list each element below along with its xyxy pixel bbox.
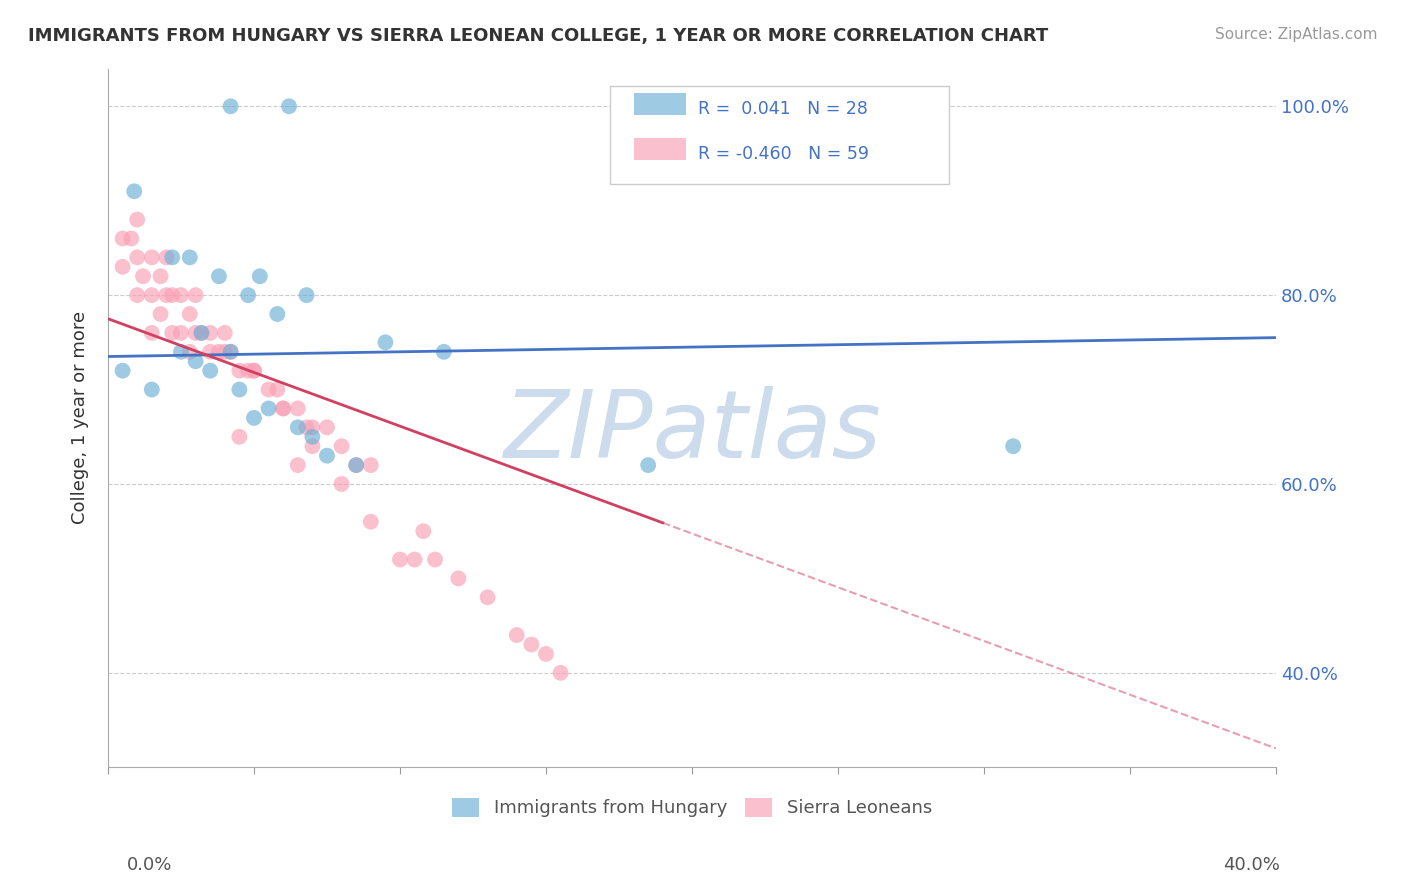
Point <box>506 628 529 642</box>
Point <box>149 307 172 321</box>
Point <box>214 344 236 359</box>
Point <box>287 401 309 416</box>
Point <box>295 288 318 302</box>
Point <box>160 326 183 340</box>
Text: R =  0.041   N = 28: R = 0.041 N = 28 <box>697 101 868 119</box>
Point <box>111 231 134 245</box>
Point <box>249 269 271 284</box>
Point <box>190 326 212 340</box>
Point <box>278 99 301 113</box>
Point <box>360 458 382 472</box>
Point <box>198 344 221 359</box>
Point <box>243 364 266 378</box>
Point <box>412 524 434 539</box>
Point <box>1002 439 1025 453</box>
Point <box>208 269 231 284</box>
Point <box>316 449 339 463</box>
Bar <box>634 138 686 160</box>
Point <box>236 364 259 378</box>
Point <box>141 326 163 340</box>
Point <box>141 383 163 397</box>
Point <box>534 647 557 661</box>
Point <box>266 307 288 321</box>
Point <box>155 251 177 265</box>
Point <box>170 326 193 340</box>
Point <box>550 665 572 680</box>
Point <box>184 326 207 340</box>
Point <box>190 326 212 340</box>
Point <box>330 439 353 453</box>
Point <box>301 420 323 434</box>
Point <box>160 288 183 302</box>
Point <box>228 364 250 378</box>
FancyBboxPatch shape <box>610 86 949 184</box>
Point <box>637 458 659 472</box>
Point <box>271 401 294 416</box>
Point <box>219 99 242 113</box>
Point <box>447 571 470 585</box>
Point <box>374 335 396 350</box>
Point <box>160 251 183 265</box>
Point <box>344 458 367 472</box>
Point <box>127 251 149 265</box>
Point <box>477 591 499 605</box>
Point <box>122 184 145 198</box>
Y-axis label: College, 1 year or more: College, 1 year or more <box>72 311 89 524</box>
Point <box>155 288 177 302</box>
Point <box>111 260 134 274</box>
Point <box>236 288 259 302</box>
Point <box>179 344 201 359</box>
Legend: Immigrants from Hungary, Sierra Leoneans: Immigrants from Hungary, Sierra Leoneans <box>444 791 939 824</box>
Point <box>301 430 323 444</box>
Point <box>266 383 288 397</box>
Point <box>149 269 172 284</box>
Point <box>127 288 149 302</box>
Point <box>127 212 149 227</box>
Point <box>287 420 309 434</box>
Point <box>179 307 201 321</box>
Point <box>316 420 339 434</box>
Point <box>243 364 266 378</box>
Point <box>360 515 382 529</box>
Text: IMMIGRANTS FROM HUNGARY VS SIERRA LEONEAN COLLEGE, 1 YEAR OR MORE CORRELATION CH: IMMIGRANTS FROM HUNGARY VS SIERRA LEONEA… <box>28 27 1049 45</box>
Point <box>257 383 280 397</box>
Text: 0.0%: 0.0% <box>127 855 172 873</box>
Point <box>111 364 134 378</box>
Point <box>330 477 353 491</box>
Point <box>257 401 280 416</box>
Point <box>198 364 221 378</box>
Point <box>520 638 543 652</box>
Point <box>141 288 163 302</box>
Point <box>433 344 456 359</box>
Text: Source: ZipAtlas.com: Source: ZipAtlas.com <box>1215 27 1378 42</box>
Point <box>219 344 242 359</box>
Text: ZIPatlas: ZIPatlas <box>503 386 882 477</box>
Point <box>344 458 367 472</box>
Point <box>141 251 163 265</box>
Point <box>198 326 221 340</box>
Point <box>423 552 446 566</box>
Point <box>179 251 201 265</box>
Point <box>295 420 318 434</box>
Point <box>228 430 250 444</box>
Point <box>388 552 411 566</box>
Point <box>132 269 155 284</box>
Point <box>243 410 266 425</box>
Point <box>228 383 250 397</box>
Point <box>208 344 231 359</box>
Point <box>120 231 142 245</box>
Bar <box>634 94 686 115</box>
Point <box>170 344 193 359</box>
Point <box>271 401 294 416</box>
Text: R = -0.460   N = 59: R = -0.460 N = 59 <box>697 145 869 163</box>
Point <box>287 458 309 472</box>
Text: 40.0%: 40.0% <box>1223 855 1279 873</box>
Point <box>404 552 426 566</box>
Point <box>219 344 242 359</box>
Point <box>214 326 236 340</box>
Point <box>184 288 207 302</box>
Point <box>301 439 323 453</box>
Point <box>184 354 207 368</box>
Point <box>170 288 193 302</box>
